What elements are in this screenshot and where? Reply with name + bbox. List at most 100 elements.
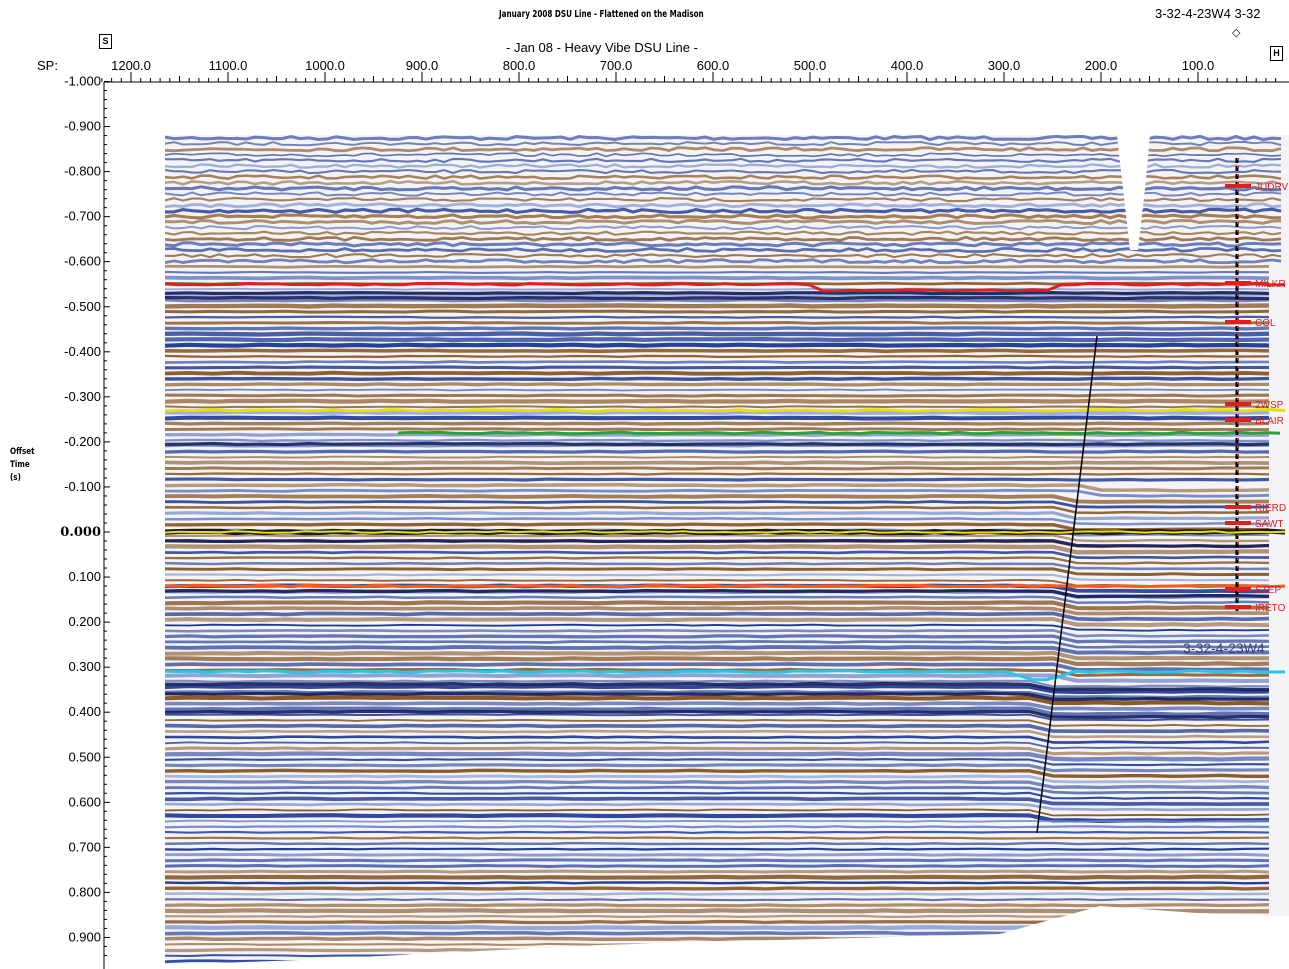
time-tick-label: -0.700 [64, 209, 101, 224]
reflector-line [165, 729, 1270, 739]
reflector-line [165, 561, 1270, 571]
reflector-line [165, 264, 1270, 269]
reflector-line [165, 573, 1270, 582]
reflector-line [165, 679, 1270, 688]
reflector-line [165, 427, 1269, 432]
well-label-top: 3-32-4-23W4 3-32 [1155, 6, 1261, 21]
reflector-line [165, 455, 1270, 459]
reflector-line [165, 421, 1270, 426]
formation-top-label: RIERD [1255, 503, 1286, 514]
reflector-line [165, 179, 1282, 186]
reflector-line [165, 354, 1270, 359]
sp-tick-label: 300.0 [988, 58, 1021, 73]
reflector-line [165, 634, 1270, 644]
reflector-line [165, 141, 1282, 147]
sp-tick-label: 100.0 [1182, 58, 1215, 73]
reflector-line [165, 796, 1269, 807]
reflector-line [165, 213, 1282, 220]
reflector-line [165, 751, 1270, 762]
reflector-line [165, 500, 1270, 509]
time-tick-label: 0.800 [68, 884, 101, 899]
formation-top-label: BLAIR [1255, 416, 1284, 427]
reflector-line [165, 191, 1282, 197]
reflector-line [165, 441, 1270, 447]
formation-top-label: IRETO [1255, 603, 1286, 614]
reflector-line [165, 813, 1270, 823]
time-tick-label: 0.600 [68, 794, 101, 809]
reflector-line [165, 466, 1270, 471]
reflector-line [165, 298, 1270, 303]
reflector-line [165, 898, 1270, 902]
time-tick-label: 0.500 [68, 749, 101, 764]
reflector-line [165, 538, 1270, 549]
reflector-line [165, 348, 1270, 354]
reflector-line [165, 611, 1270, 622]
reflector-line [165, 914, 1270, 919]
reflector-line [165, 477, 1270, 482]
reflector-line [165, 157, 1282, 164]
reflector-line [165, 684, 1270, 695]
reflector-line [165, 388, 1270, 392]
reflector-line [165, 556, 1270, 565]
reflector-line [165, 331, 1270, 337]
reflector-line [165, 763, 1270, 773]
reflector-line [165, 472, 1270, 476]
reflector-line [165, 146, 1282, 153]
formation-top-label: STEP [1255, 585, 1281, 596]
time-tick-label: -1.000 [64, 74, 101, 89]
time-tick-label: 0.300 [68, 659, 101, 674]
reflector-line [165, 258, 1282, 265]
reflector-line [165, 550, 1270, 560]
reflector-line [165, 270, 1269, 274]
reflector-line [165, 370, 1270, 376]
sp-tick-label: 600.0 [697, 58, 730, 73]
reflector-line [165, 218, 1282, 226]
reflector-line [165, 287, 1270, 291]
reflector-line [165, 246, 1282, 253]
y-axis-title-line: Time [10, 460, 30, 470]
y-axis-title: Offset Time (s) [10, 446, 35, 485]
reflector-line [165, 959, 1270, 964]
reflector-line [165, 645, 1270, 656]
reflector-line [165, 713, 1270, 722]
reflector-line [165, 292, 1270, 298]
reflector-line [165, 533, 1270, 543]
reflector-line [165, 919, 1270, 925]
reflector-line [165, 600, 1270, 611]
reflector-line [165, 791, 1270, 800]
sp-axis-label: SP: [37, 58, 58, 73]
reflector-line [165, 544, 1270, 555]
reflector-line [165, 295, 1269, 301]
reflector-line [165, 779, 1270, 790]
reflector-line [165, 881, 1270, 885]
reflector-line [165, 640, 1270, 649]
reflector-line [165, 847, 1270, 851]
reflector-line [165, 681, 1269, 692]
reflector-line [165, 617, 1270, 628]
reflector-line [165, 588, 1270, 599]
reflector-line [165, 908, 1270, 914]
reflector-line [165, 393, 1269, 398]
reflector-line [165, 460, 1270, 466]
reflector-line [165, 691, 1269, 702]
reflector-line [165, 482, 1270, 493]
reflector-line [165, 382, 1270, 387]
time-tick-label: -0.900 [64, 119, 101, 134]
reflector-line [165, 174, 1282, 181]
reflector-line [165, 886, 1270, 891]
reflector-line [165, 202, 1282, 209]
reflector-line [165, 595, 1270, 604]
data-gap [1117, 135, 1150, 250]
formation-top-label: COL [1255, 318, 1276, 329]
reflector-line [165, 360, 1270, 364]
time-tick-label: 0.700 [68, 839, 101, 854]
axes: 1200.0 1100.0 1000.0 900.0 800.0 700.0 600.0 50… [60, 58, 1289, 969]
line-subtitle: - Jan 08 - Heavy Vibe DSU Line - [506, 40, 698, 55]
reflector-line [165, 768, 1269, 778]
reflector-line [165, 808, 1270, 817]
sp-tick-label: 200.0 [1085, 58, 1118, 73]
time-tick-label: -0.800 [64, 164, 101, 179]
reflector-line [165, 505, 1270, 515]
sp-tick-label: 900.0 [406, 58, 439, 73]
